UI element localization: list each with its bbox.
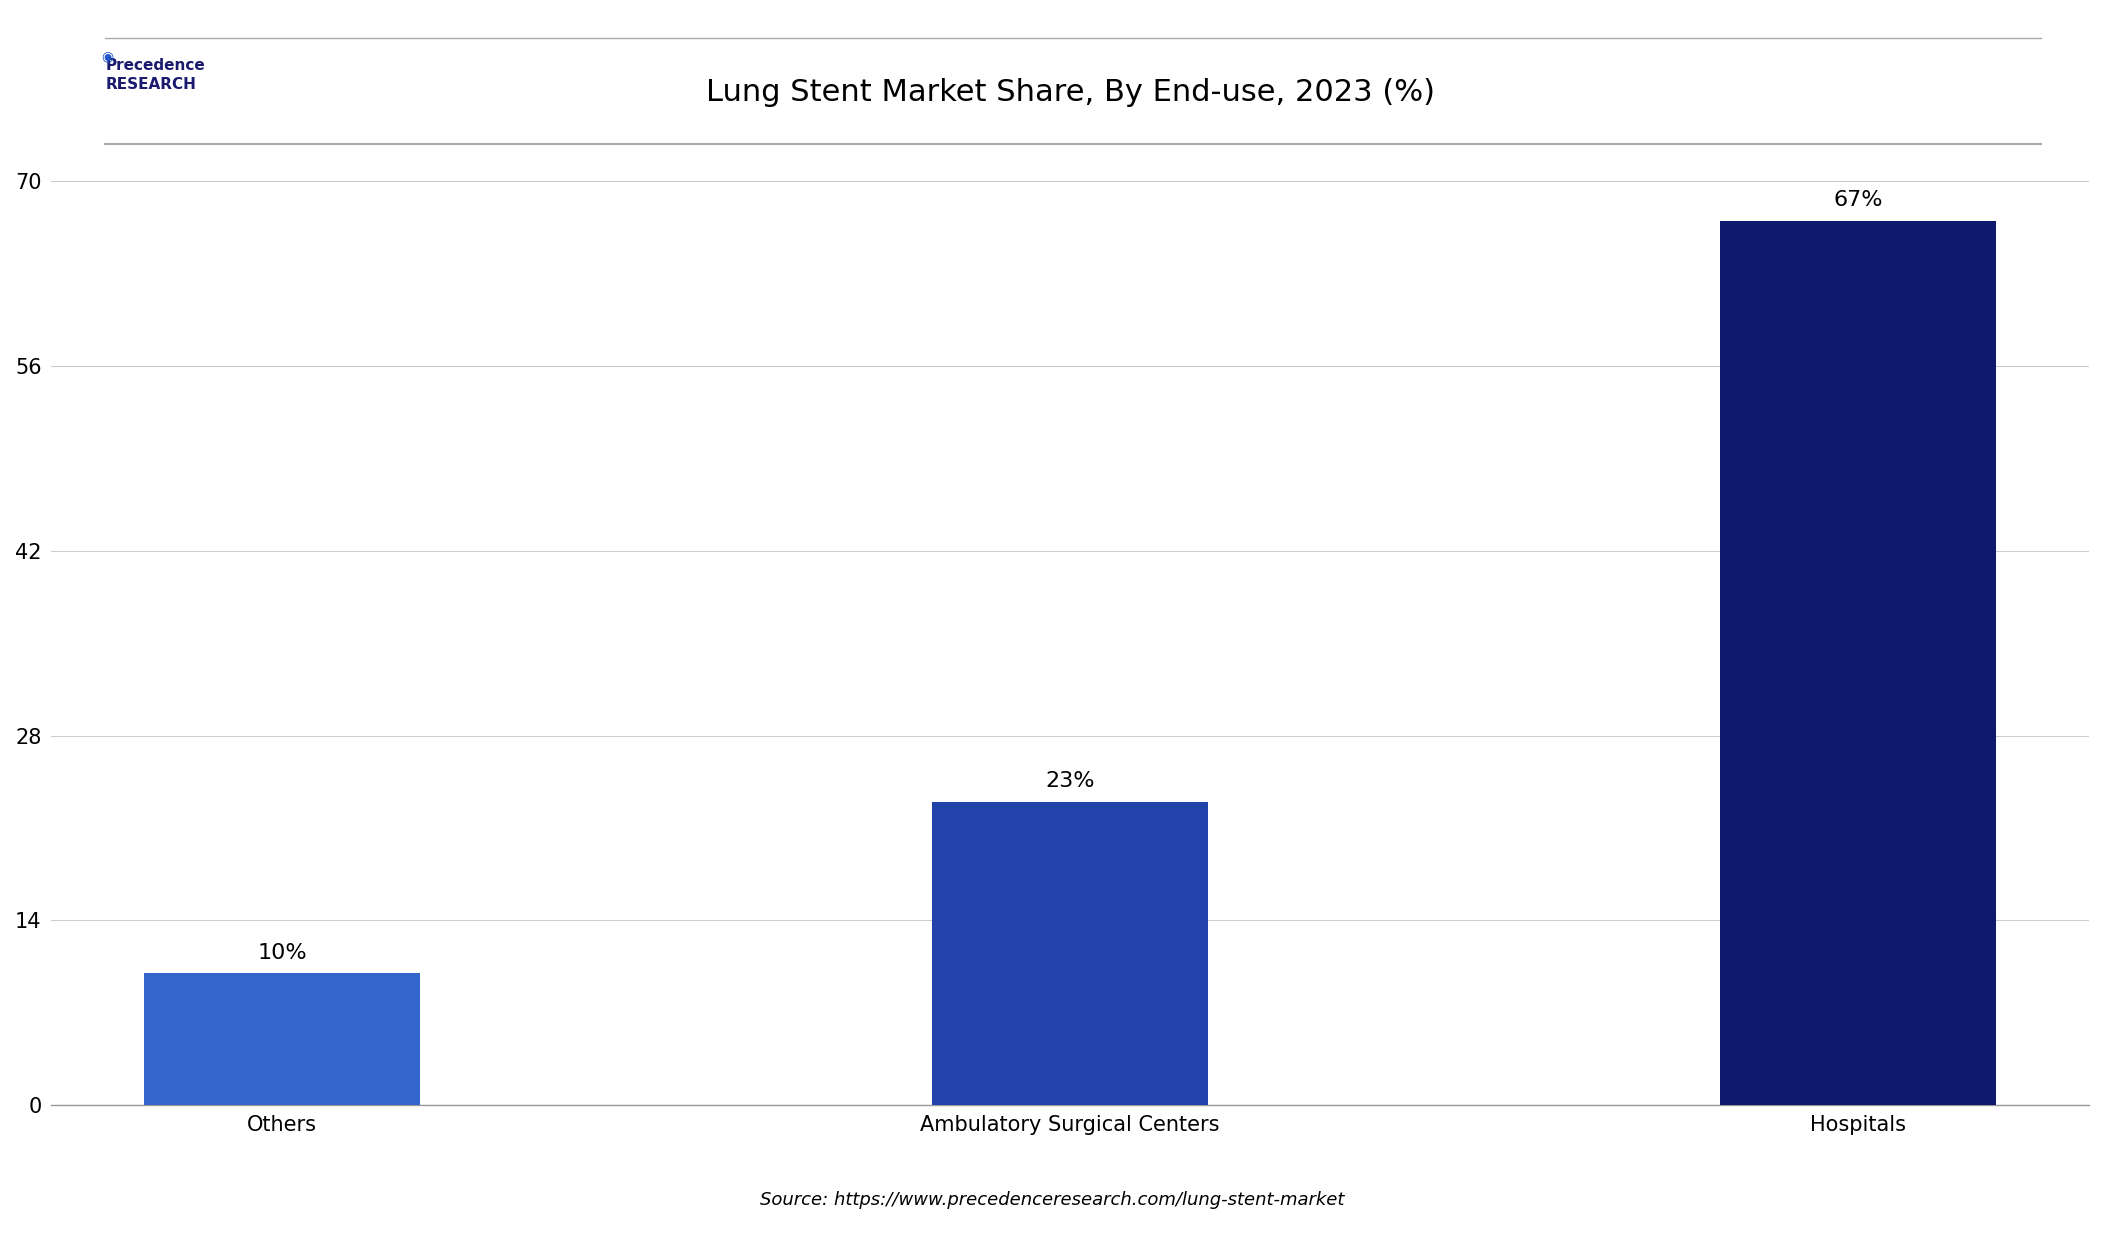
Bar xyxy=(932,801,1208,1105)
Text: 23%: 23% xyxy=(1046,771,1094,791)
Text: 67%: 67% xyxy=(1835,190,1883,210)
Title: Lung Stent Market Share, By End-use, 2023 (%): Lung Stent Market Share, By End-use, 202… xyxy=(705,78,1435,106)
Bar xyxy=(143,974,421,1105)
Text: Source: https://www.precedenceresearch.com/lung-stent-market: Source: https://www.precedenceresearch.c… xyxy=(760,1191,1344,1209)
Text: ◉: ◉ xyxy=(101,49,114,64)
Bar xyxy=(1721,221,1997,1105)
Text: 10%: 10% xyxy=(257,942,307,962)
Text: Precedence
RESEARCH: Precedence RESEARCH xyxy=(105,58,204,92)
